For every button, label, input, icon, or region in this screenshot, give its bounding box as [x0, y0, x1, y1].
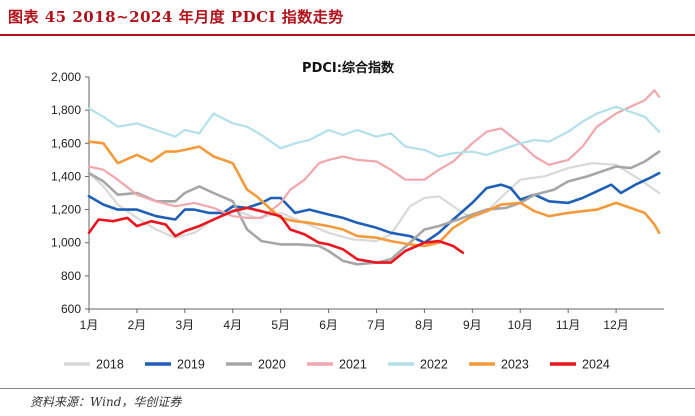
x-tick-label: 5月: [271, 318, 290, 332]
y-tick-label: 600: [61, 302, 81, 316]
x-tick-label: 12月: [603, 318, 628, 332]
figure-header: 图表 45 2018~2024 年月度 PDCI 指数走势: [0, 0, 695, 40]
legend-label-2021: 2021: [339, 358, 367, 372]
x-tick-label: 11月: [556, 318, 580, 332]
legend-label-2024: 2024: [582, 358, 610, 372]
x-tick-label: 1月: [80, 318, 99, 332]
legend-label-2018: 2018: [96, 358, 124, 372]
legend-label-2020: 2020: [258, 358, 286, 372]
x-tick-label: 8月: [415, 318, 434, 332]
chart-title: PDCI:综合指数: [302, 60, 395, 76]
y-tick-label: 1,200: [51, 203, 81, 217]
x-tick-label: 10月: [508, 318, 533, 332]
series-line-2021: [87, 89, 661, 219]
figure-title: 图表 45 2018~2024 年月度 PDCI 指数走势: [8, 8, 344, 26]
series-line-2020: [87, 150, 661, 266]
x-tick-label: 7月: [367, 318, 386, 332]
source-note: 资料来源：Wind，华创证券: [30, 395, 182, 409]
legend-label-2022: 2022: [420, 358, 448, 372]
y-tick-label: 800: [61, 269, 81, 283]
series-line-2018: [87, 162, 661, 243]
x-tick-label: 9月: [463, 318, 482, 332]
legend-label-2023: 2023: [501, 358, 529, 372]
x-tick-label: 3月: [175, 318, 194, 332]
x-tick-label: 6月: [319, 318, 338, 332]
legend-label-2019: 2019: [177, 358, 205, 372]
y-tick-label: 1,600: [51, 136, 81, 150]
source-rule: [0, 388, 695, 389]
series-line-2024: [87, 206, 465, 264]
y-tick-label: 1,800: [51, 103, 81, 117]
y-tick-label: 1,000: [51, 236, 81, 250]
y-tick-label: 1,400: [51, 169, 81, 183]
header-rule: [0, 34, 695, 36]
x-tick-label: 2月: [128, 318, 147, 332]
series-line-2022: [87, 105, 661, 158]
series-line-2019: [87, 171, 661, 244]
series-line-2023: [87, 140, 661, 248]
x-tick-label: 4月: [223, 318, 242, 332]
y-tick-label: 2,000: [51, 70, 81, 84]
